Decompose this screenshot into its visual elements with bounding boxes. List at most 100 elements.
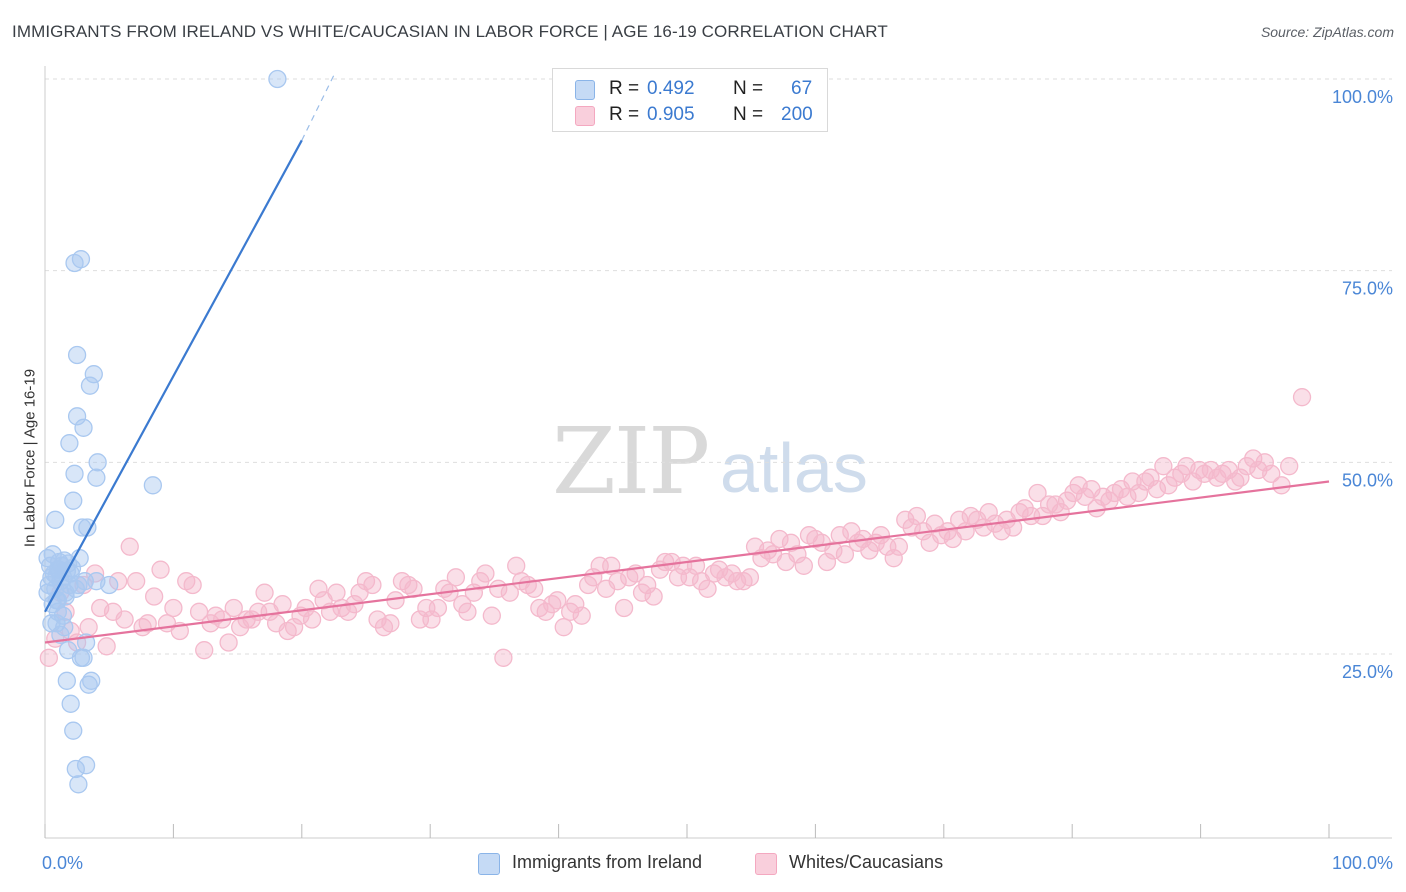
point-white <box>309 579 328 598</box>
point-white <box>219 633 238 652</box>
legend-n-label: N = <box>733 78 764 99</box>
point-white <box>1154 457 1173 476</box>
point-white <box>482 606 501 625</box>
point-white <box>889 537 909 556</box>
point-ireland <box>80 376 100 395</box>
point-white <box>638 575 657 595</box>
point-white <box>422 610 441 629</box>
point-ireland <box>60 434 79 453</box>
point-white <box>164 598 183 618</box>
point-white <box>476 564 495 583</box>
point-white <box>97 637 116 656</box>
legend-n-value: 200 <box>781 104 813 125</box>
point-ireland <box>76 756 96 775</box>
point-ireland <box>143 476 163 495</box>
point-ireland <box>74 648 93 667</box>
point-white <box>224 598 243 618</box>
y-tick-label: 100.0% <box>1332 87 1393 107</box>
y-tick-label: 75.0% <box>1342 279 1393 299</box>
point-white <box>195 641 214 660</box>
point-white <box>446 568 466 587</box>
point-white <box>871 526 891 545</box>
point-white <box>1255 453 1274 472</box>
point-ireland <box>87 468 106 487</box>
chart-title: IMMIGRANTS FROM IRELAND VS WHITE/CAUCASI… <box>12 22 888 41</box>
point-white <box>1028 483 1047 503</box>
bottom-legend-label-white: Whites/Caucasians <box>789 852 944 872</box>
trendline-white <box>44 480 1330 644</box>
point-white <box>907 506 926 526</box>
point-ireland <box>38 583 57 602</box>
point-white <box>979 503 998 522</box>
point-ireland <box>53 606 73 625</box>
point-ireland <box>67 345 87 365</box>
point-white <box>127 572 146 591</box>
point-ireland <box>61 694 80 713</box>
point-white <box>1231 468 1250 487</box>
point-white <box>302 610 322 629</box>
point-white <box>817 552 837 572</box>
x-tick-label: 0.0% <box>42 853 83 873</box>
point-white <box>794 556 813 575</box>
point-white <box>824 541 843 560</box>
point-white <box>1141 468 1160 487</box>
point-white <box>381 614 400 633</box>
legend-swatch-white <box>575 106 595 126</box>
point-ireland <box>57 671 76 690</box>
y-tick-label: 50.0% <box>1342 470 1393 490</box>
bottom-legend-label-ireland: Immigrants from Ireland <box>512 852 703 872</box>
point-white <box>183 575 202 595</box>
point-ireland <box>39 575 59 595</box>
trendline-ireland <box>44 139 303 613</box>
point-white <box>770 529 789 549</box>
point-white <box>608 572 627 591</box>
point-ireland <box>100 575 119 595</box>
point-white <box>284 618 304 637</box>
point-white <box>1003 518 1023 537</box>
point-white <box>740 568 760 587</box>
point-ireland <box>65 464 84 483</box>
source-label: Source: ZipAtlas.com <box>1260 24 1394 40</box>
bottom-legend-swatch-ireland <box>478 853 500 875</box>
point-white <box>115 610 134 629</box>
point-ireland <box>64 721 83 740</box>
stats-legend: R = 0.492 N = 67 R = 0.905 N = 200 <box>552 68 828 132</box>
point-ireland <box>71 250 91 269</box>
point-ireland <box>268 69 287 89</box>
point-white <box>884 549 903 568</box>
legend-r-label: R = <box>609 104 640 125</box>
point-white <box>273 595 292 614</box>
legend-r-value: 0.492 <box>647 78 695 99</box>
legend-r-label: R = <box>609 78 640 99</box>
point-white <box>144 587 164 606</box>
point-white <box>781 533 801 552</box>
point-ireland <box>84 365 103 384</box>
point-white <box>554 618 573 637</box>
point-white <box>1272 476 1291 495</box>
point-ireland <box>88 453 107 472</box>
legend-n-value: 67 <box>791 78 813 99</box>
point-ireland <box>66 759 85 779</box>
watermark-zip: ZIP <box>552 408 710 515</box>
x-tick-label: 100.0% <box>1332 853 1393 873</box>
point-white <box>327 583 346 602</box>
point-ireland <box>46 510 65 529</box>
point-white <box>835 545 855 564</box>
point-ireland <box>66 579 85 598</box>
point-white <box>1123 472 1142 491</box>
legend-swatch-ireland <box>575 80 595 100</box>
point-white <box>507 556 526 575</box>
point-white <box>1280 457 1299 476</box>
point-white <box>138 614 157 633</box>
point-white <box>458 602 477 621</box>
point-white <box>1244 449 1263 468</box>
watermark-atlas: atlas <box>720 429 868 507</box>
point-white <box>698 579 717 598</box>
point-white <box>566 595 585 614</box>
point-white <box>614 598 634 618</box>
point-white <box>428 598 448 618</box>
point-ireland <box>82 671 101 690</box>
point-white <box>255 583 274 602</box>
point-white <box>902 518 921 537</box>
